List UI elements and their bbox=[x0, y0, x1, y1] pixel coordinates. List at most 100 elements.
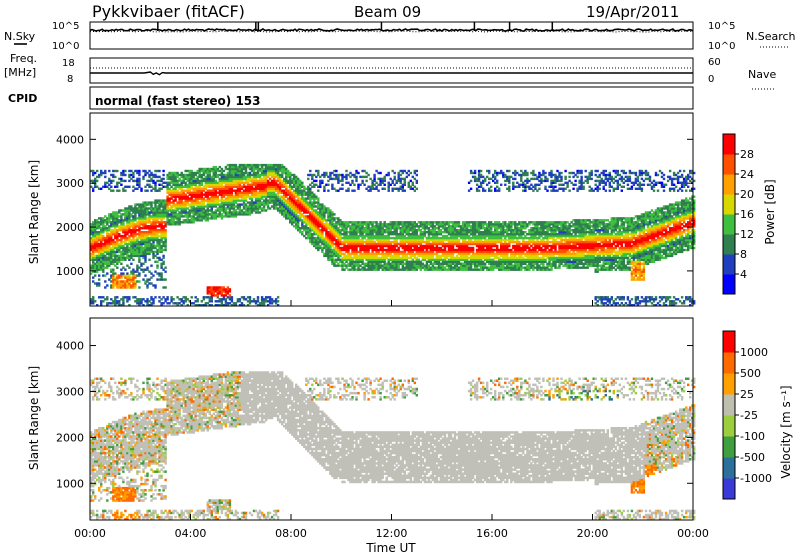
heatmap-cell bbox=[339, 265, 341, 267]
heatmap-cell bbox=[178, 178, 180, 180]
heatmap-cell bbox=[158, 278, 160, 280]
heatmap-cell bbox=[124, 190, 126, 192]
heatmap-cell bbox=[384, 184, 386, 186]
heatmap-cell bbox=[140, 188, 142, 190]
heatmap-cell bbox=[257, 296, 259, 298]
heatmap-cell bbox=[400, 178, 402, 180]
freq-unit-label: [MHz] bbox=[4, 66, 36, 79]
heatmap-cell bbox=[219, 166, 221, 168]
heatmap-cell bbox=[400, 170, 402, 172]
heatmap-cell bbox=[138, 203, 140, 205]
heatmap-cell bbox=[112, 190, 114, 192]
heatmap-cell bbox=[321, 180, 323, 182]
heatmap-cell bbox=[106, 272, 108, 274]
heatmap-cell bbox=[158, 180, 160, 182]
heatmap-cell bbox=[231, 296, 233, 298]
heatmap-cell bbox=[100, 170, 102, 172]
noise-right-tick-bottom: 10^0 bbox=[708, 41, 735, 52]
heatmap-cell bbox=[124, 170, 126, 172]
heatmap-cell bbox=[359, 265, 361, 267]
heatmap-cell bbox=[112, 269, 114, 271]
heatmap-cell bbox=[229, 288, 231, 290]
heatmap-cell bbox=[416, 174, 418, 176]
noise-sky-label: N.Sky bbox=[4, 30, 36, 43]
heatmap-cell bbox=[219, 286, 221, 288]
heatmap-cell bbox=[118, 239, 120, 241]
heatmap-cell bbox=[440, 229, 442, 231]
heatmap-cell bbox=[154, 296, 156, 298]
heatmap-cell bbox=[124, 174, 126, 176]
noise-sky-line bbox=[90, 29, 693, 31]
heatmap-cell bbox=[219, 170, 221, 172]
heatmap-cell bbox=[277, 296, 279, 298]
heatmap-cell bbox=[199, 180, 201, 182]
noise-right-tick-top: 10^5 bbox=[708, 21, 735, 32]
nave-tick-bottom: 0 bbox=[708, 74, 714, 85]
heatmap-cell bbox=[440, 263, 442, 265]
heatmap-cell bbox=[138, 286, 140, 288]
heatmap-cell bbox=[104, 176, 106, 178]
heatmap-cell bbox=[164, 286, 166, 288]
heatmap-cell bbox=[440, 247, 442, 249]
heatmap-cell bbox=[164, 278, 166, 280]
heatmap-cell bbox=[158, 221, 160, 223]
heatmap-cell bbox=[94, 274, 96, 276]
heatmap-cell bbox=[420, 229, 422, 231]
heatmap-cell bbox=[128, 267, 130, 269]
heatmap-cell bbox=[104, 170, 106, 172]
heatmap-cell bbox=[98, 274, 100, 276]
heatmap-cell bbox=[400, 251, 402, 253]
heatmap-cell bbox=[158, 235, 160, 237]
heatmap-cell bbox=[158, 170, 160, 172]
heatmap-cell bbox=[138, 272, 140, 274]
freq-tick-bottom: 8 bbox=[67, 74, 73, 85]
heatmap-cell bbox=[335, 170, 337, 172]
heatmap-cell bbox=[440, 237, 442, 239]
heatmap-cell bbox=[327, 184, 329, 186]
heatmap-cell bbox=[146, 267, 148, 269]
heatmap-cell bbox=[319, 203, 321, 205]
heatmap-cell bbox=[400, 227, 402, 229]
heatmap-cell bbox=[339, 188, 341, 190]
heatmap-cell bbox=[118, 178, 120, 180]
heatmap-cell bbox=[359, 184, 361, 186]
heatmap-cell bbox=[339, 174, 341, 176]
heatmap-cell bbox=[339, 180, 341, 182]
heatmap-cell bbox=[239, 203, 241, 205]
heatmap-cell bbox=[279, 164, 281, 166]
heatmap-cell bbox=[138, 267, 140, 269]
heatmap-cell bbox=[98, 278, 100, 280]
heatmap-cell bbox=[96, 180, 98, 182]
heatmap-cell bbox=[219, 203, 221, 205]
heatmap-cell bbox=[162, 178, 164, 180]
heatmap-cell bbox=[341, 188, 343, 190]
heatmap-cell bbox=[118, 219, 120, 221]
heatmap-cell bbox=[347, 188, 349, 190]
heatmap-cell bbox=[365, 180, 367, 182]
heatmap-cell bbox=[118, 215, 120, 217]
heatmap-cell bbox=[158, 188, 160, 190]
heatmap-cell bbox=[341, 184, 343, 186]
heatmap-cell bbox=[319, 180, 321, 182]
heatmap-cell bbox=[158, 296, 160, 298]
heatmap-cell bbox=[412, 182, 414, 184]
heatmap-cell bbox=[120, 184, 122, 186]
heatmap-cell bbox=[319, 245, 321, 247]
heatmap-cell bbox=[219, 199, 221, 201]
heatmap-cell bbox=[197, 298, 199, 300]
noise-search-label: N.Search bbox=[746, 30, 796, 43]
heatmap-cell bbox=[106, 296, 108, 298]
heatmap-cell bbox=[359, 239, 361, 241]
heatmap-cell bbox=[440, 255, 442, 257]
heatmap-cell bbox=[317, 197, 319, 199]
heatmap-cell bbox=[400, 221, 402, 223]
heatmap-cell bbox=[154, 284, 156, 286]
heatmap-cell bbox=[400, 174, 402, 176]
heatmap-cell bbox=[138, 298, 140, 300]
freq-panel-frame bbox=[90, 58, 693, 83]
heatmap-cell bbox=[239, 164, 241, 166]
freq-line bbox=[90, 72, 693, 75]
heatmap-cell bbox=[124, 180, 126, 182]
heatmap-cell bbox=[178, 184, 180, 186]
